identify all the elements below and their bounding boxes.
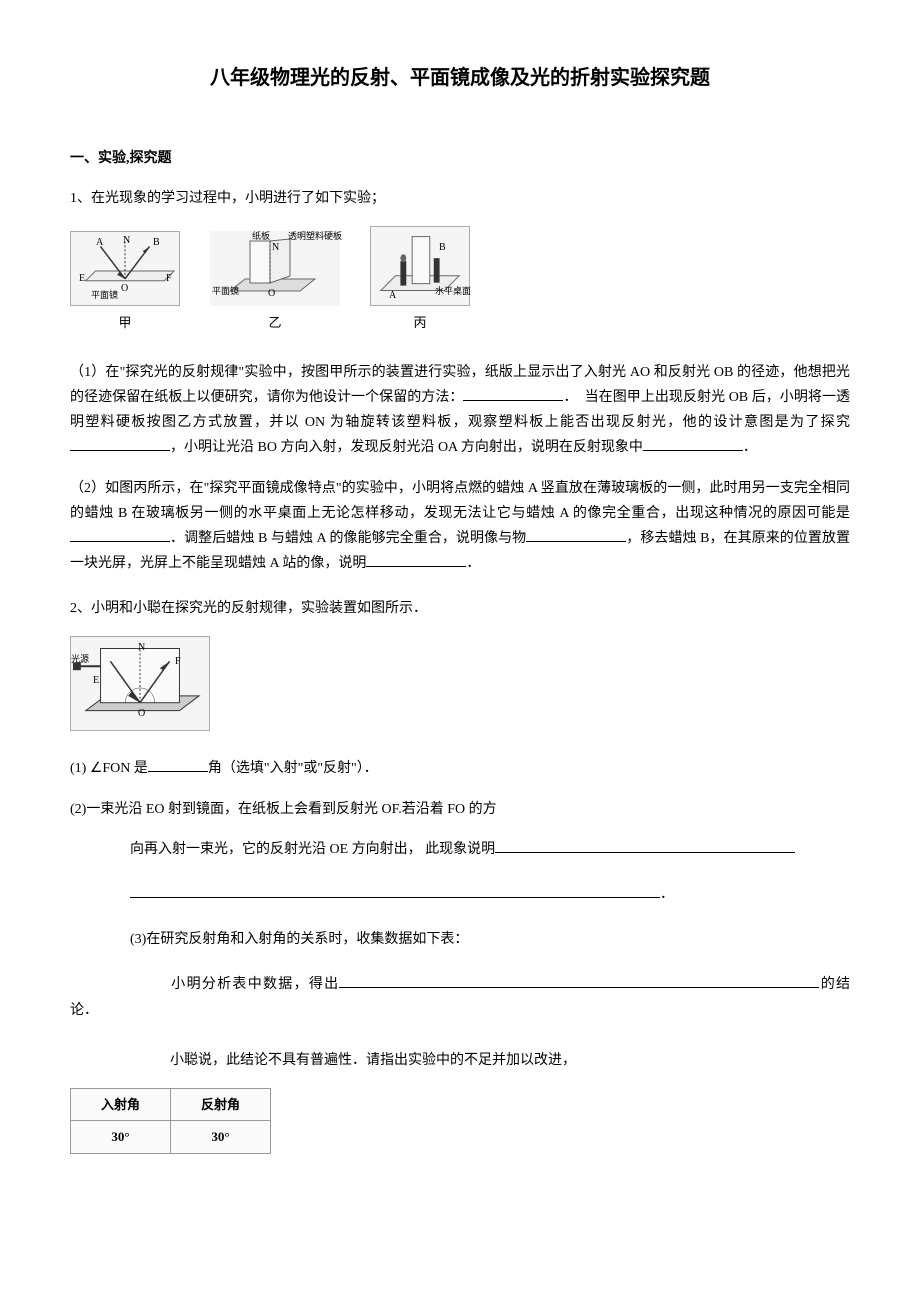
- label-b: B: [153, 234, 160, 252]
- blank: [463, 387, 563, 401]
- blank: [526, 528, 626, 542]
- table-header-reflect: 反射角: [171, 1088, 271, 1120]
- figure-bing-image: B A 水平桌面: [370, 226, 470, 306]
- label-plastic: 透明塑料硬板: [288, 228, 342, 244]
- label-board: 纸板: [252, 228, 270, 244]
- blank: [70, 528, 170, 542]
- q1-sub1: （1）在"探究光的反射规律"实验中，按图甲所示的装置进行实验，纸版上显示出了入射…: [70, 360, 850, 461]
- figure-bing-label: 丙: [413, 311, 426, 334]
- label-o: O: [121, 280, 128, 298]
- figure-yi-label: 乙: [268, 311, 281, 334]
- question-1: 1、在光现象的学习过程中，小明进行了如下实验； A N B E O F 平面镜: [70, 186, 850, 576]
- q2-figure-image: N 光源 E F O: [70, 636, 210, 731]
- label-mirror: 平面镜: [91, 287, 118, 303]
- figure-jia-image: A N B E O F 平面镜: [70, 231, 180, 306]
- blank: [130, 884, 660, 898]
- section-header: 一、实验,探究题: [70, 146, 850, 171]
- q1-sub2: （2）如图丙所示，在"探究平面镜成像特点"的实验中，小明将点燃的蜡烛 A 竖直放…: [70, 476, 850, 577]
- q1-p2-b: ．调整后蜡烛 B 与蜡烛 A 的像能够完全重合，说明像与物: [170, 531, 526, 546]
- data-table: 入射角 反射角 30° 30°: [70, 1088, 271, 1154]
- table-cell-reflect: 30°: [171, 1121, 271, 1153]
- q2-sub3-a: 小明分析表中数据，得出: [170, 977, 339, 992]
- q2-sub3-intro: (3)在研究反射角和入射角的关系时，收集数据如下表：: [130, 927, 850, 952]
- label-n: N: [123, 232, 130, 250]
- q1-p1-d: ．: [743, 440, 757, 455]
- label-a: A: [96, 234, 103, 252]
- q1-p2-a: （2）如图丙所示，在"探究平面镜成像特点"的实验中，小明将点燃的蜡烛 A 竖直放…: [70, 481, 850, 521]
- q2-sub2-line2-end: ．: [660, 887, 674, 902]
- blank: [339, 974, 819, 988]
- document-title: 八年级物理光的反射、平面镜成像及光的折射实验探究题: [70, 60, 850, 96]
- q2-sub1-b: 角（选填"入射"或"反射"）．: [208, 761, 378, 776]
- q1-intro: 1、在光现象的学习过程中，小明进行了如下实验；: [70, 186, 850, 211]
- label-f: F: [166, 270, 172, 288]
- q1-p1-c: ，小明让光沿 BO 方向入射，发现反射光沿 OA 方向射出，说明在反射现象中: [170, 440, 643, 455]
- q2-sub3-foot: 小聪说，此结论不具有普遍性．请指出实验中的不足并加以改进，: [170, 1048, 850, 1073]
- label-f2: F: [175, 653, 181, 671]
- label-source: 光源: [71, 651, 89, 667]
- label-o3: O: [138, 705, 145, 723]
- label-desk: 水平桌面: [435, 283, 471, 299]
- label-n2: N: [272, 239, 279, 257]
- q1-p2-d: ．: [466, 556, 480, 571]
- blank: [70, 437, 170, 451]
- q2-sub2-line1-text: 向再入射一束光，它的反射光沿 OE 方向射出， 此现象说明: [130, 842, 495, 857]
- q2-sub1-a: (1) ∠FON 是: [70, 761, 148, 776]
- blank: [366, 553, 466, 567]
- label-b3: B: [439, 239, 446, 257]
- label-mirror2: 平面镜: [212, 283, 239, 299]
- figure-yi-image: 纸板 透明塑料硬板 N 平面镜 O: [210, 231, 340, 306]
- label-o2: O: [268, 285, 275, 303]
- q2-intro: 2、小明和小聪在探究光的反射规律，实验装置如图所示．: [70, 596, 850, 621]
- blank: [643, 437, 743, 451]
- q2-figure-row: N 光源 E F O: [70, 636, 850, 731]
- table-cell-incident: 30°: [71, 1121, 171, 1153]
- label-e: E: [79, 270, 85, 288]
- q2-sub2-intro: (2)一束光沿 EO 射到镜面，在纸板上会看到反射光 OF.若沿着 FO 的方: [70, 797, 850, 822]
- q2-sub1: (1) ∠FON 是 角（选填"入射"或"反射"）．: [70, 756, 850, 781]
- label-e2: E: [93, 672, 99, 690]
- table-header-row: 入射角 反射角: [71, 1088, 271, 1120]
- figure-yi: 纸板 透明塑料硬板 N 平面镜 O 乙: [210, 231, 340, 334]
- question-2: 2、小明和小聪在探究光的反射规律，实验装置如图所示． N 光源: [70, 596, 850, 1153]
- table-row: 30° 30°: [71, 1121, 271, 1153]
- table-header-incident: 入射角: [71, 1088, 171, 1120]
- q2-figure: N 光源 E F O: [70, 636, 210, 731]
- blank: [495, 839, 795, 853]
- q2-sub2-line1: 向再入射一束光，它的反射光沿 OE 方向射出， 此现象说明: [130, 837, 850, 862]
- q2-sub2-line2: ．: [130, 882, 850, 907]
- figure-jia: A N B E O F 平面镜 甲: [70, 231, 180, 334]
- figure-jia-label: 甲: [118, 311, 131, 334]
- label-n3: N: [138, 639, 145, 657]
- q1-figures: A N B E O F 平面镜 甲 纸板 透明塑料硬板 N: [70, 226, 850, 334]
- q2-sub3-line: 小明分析表中数据，得出的结论．: [70, 972, 850, 1022]
- blank: [148, 758, 208, 772]
- figure-bing: B A 水平桌面 丙: [370, 226, 470, 334]
- label-a3: A: [389, 287, 396, 305]
